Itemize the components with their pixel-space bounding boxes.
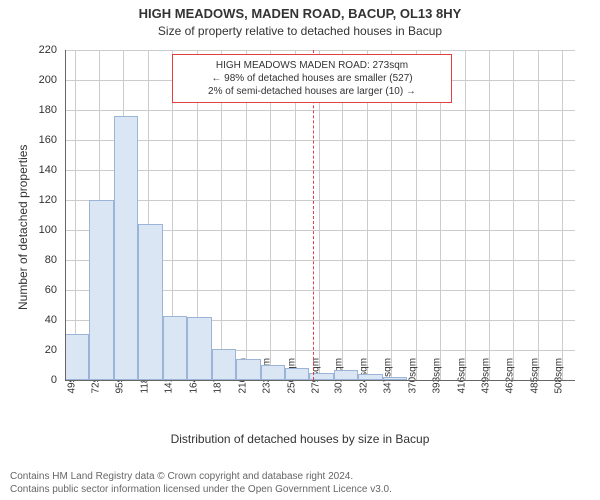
y-tick-label: 160 — [29, 134, 57, 146]
histogram-bar — [236, 359, 260, 380]
histogram-bar — [261, 365, 285, 380]
y-tick-label: 140 — [29, 164, 57, 176]
x-axis-line — [65, 380, 575, 381]
v-gridline — [538, 50, 539, 380]
footer: Contains HM Land Registry data © Crown c… — [10, 471, 392, 496]
v-gridline — [513, 50, 514, 380]
h-gridline — [65, 110, 575, 111]
h-gridline — [65, 200, 575, 201]
annotation-line-2: ← 98% of detached houses are smaller (52… — [179, 72, 445, 85]
histogram-bar — [212, 349, 236, 381]
annotation-line-3: 2% of semi-detached houses are larger (1… — [179, 85, 445, 98]
y-tick-label: 20 — [29, 344, 57, 356]
v-gridline — [562, 50, 563, 380]
v-gridline — [489, 50, 490, 380]
histogram-bar — [138, 224, 162, 380]
y-tick-label: 220 — [29, 44, 57, 56]
y-tick-label: 80 — [29, 254, 57, 266]
y-tick-label: 120 — [29, 194, 57, 206]
y-tick-label: 60 — [29, 284, 57, 296]
y-tick-label: 40 — [29, 314, 57, 326]
histogram-bar — [114, 116, 138, 380]
histogram-bar — [65, 334, 89, 381]
y-axis-line — [65, 50, 66, 380]
page-title: HIGH MEADOWS, MADEN ROAD, BACUP, OL13 8H… — [0, 6, 600, 21]
reference-annotation: HIGH MEADOWS MADEN ROAD: 273sqm ← 98% of… — [172, 54, 452, 103]
y-axis-label: Number of detached properties — [16, 145, 30, 310]
footer-line-2: Contains public sector information licen… — [10, 484, 392, 497]
y-tick-label: 180 — [29, 104, 57, 116]
histogram-bar — [334, 370, 358, 381]
v-gridline — [75, 50, 76, 380]
histogram-bar — [285, 368, 309, 380]
h-gridline — [65, 140, 575, 141]
annotation-line-1: HIGH MEADOWS MADEN ROAD: 273sqm — [179, 59, 445, 72]
page-subtitle: Size of property relative to detached ho… — [0, 24, 600, 38]
y-tick-label: 0 — [29, 374, 57, 386]
figure: HIGH MEADOWS, MADEN ROAD, BACUP, OL13 8H… — [0, 0, 600, 500]
histogram-bar — [89, 200, 113, 380]
histogram-bar — [163, 316, 187, 381]
y-tick-label: 200 — [29, 74, 57, 86]
x-axis-label: Distribution of detached houses by size … — [0, 432, 600, 446]
h-gridline — [65, 50, 575, 51]
footer-line-1: Contains HM Land Registry data © Crown c… — [10, 471, 392, 484]
y-tick-label: 100 — [29, 224, 57, 236]
v-gridline — [465, 50, 466, 380]
histogram-bar — [187, 317, 211, 380]
h-gridline — [65, 170, 575, 171]
